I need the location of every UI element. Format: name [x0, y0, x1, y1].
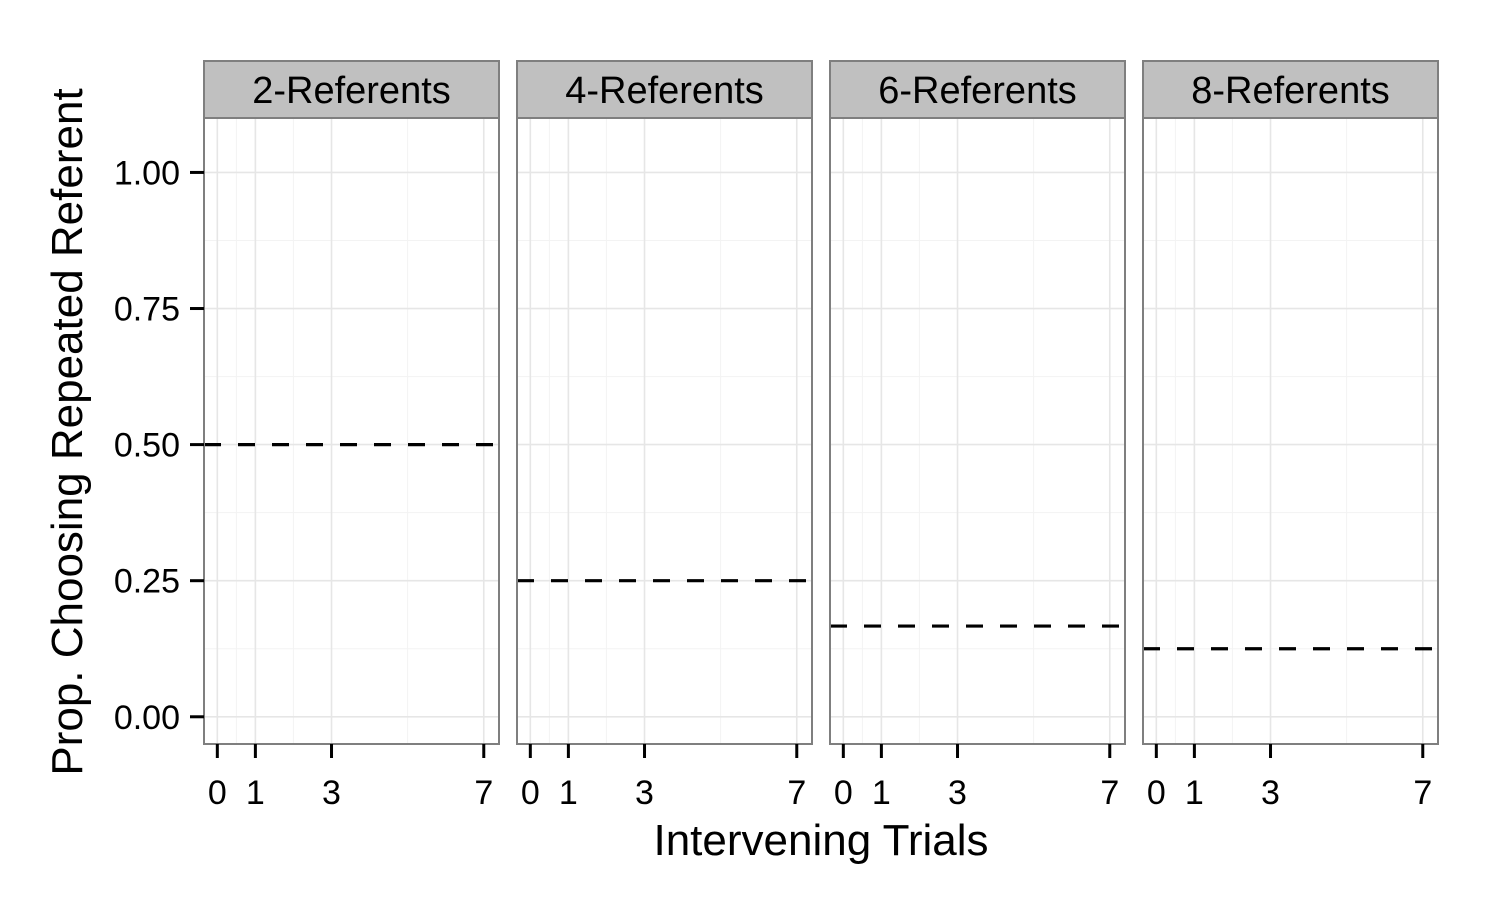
x-tick-label: 0 — [834, 774, 853, 812]
x-tick-label: 0 — [1147, 774, 1166, 812]
y-tick-label: 0.00 — [114, 699, 180, 737]
x-tick-label: 7 — [474, 774, 493, 812]
x-tick-label: 1 — [559, 774, 578, 812]
x-tick-label: 1 — [872, 774, 891, 812]
panel-background — [830, 118, 1125, 744]
panel-background — [1143, 118, 1438, 744]
panel-8-referents: 8-Referents 0 1 3 7 — [1142, 60, 1439, 812]
y-tick-label: 0.50 — [114, 427, 180, 465]
panel-4-referents: 4-Referents 0 1 3 7 — [516, 60, 813, 812]
y-tick-label: 0.25 — [114, 563, 180, 601]
y-axis-title: Prop. Choosing Repeated Referent — [43, 88, 92, 775]
strip-label: 4-Referents — [565, 70, 764, 112]
x-tick-label: 0 — [208, 774, 227, 812]
strip-background — [1142, 60, 1439, 119]
y-tick-label: 0.75 — [114, 291, 180, 329]
x-tick-label: 7 — [1413, 774, 1432, 812]
x-axis-title: Intervening Trials — [653, 816, 988, 865]
panel-background — [517, 118, 812, 744]
x-tick-label: 7 — [1100, 774, 1119, 812]
x-tick-label: 7 — [787, 774, 806, 812]
x-tick-label: 3 — [635, 774, 654, 812]
strip-background — [829, 60, 1126, 119]
panel-2-referents: 2-Referents 0 1 3 7 — [203, 60, 500, 812]
x-tick-label: 1 — [246, 774, 265, 812]
y-axis: 0.00 0.25 0.50 0.75 1.00 — [114, 154, 204, 737]
strip-label: 2-Referents — [252, 70, 451, 112]
x-tick-label: 3 — [948, 774, 967, 812]
strip-background — [516, 60, 813, 119]
x-tick-label: 3 — [322, 774, 341, 812]
x-tick-label: 1 — [1185, 774, 1204, 812]
strip-label: 6-Referents — [878, 70, 1077, 112]
panel-background — [204, 118, 499, 744]
strip-label: 8-Referents — [1191, 70, 1390, 112]
x-tick-label: 0 — [521, 774, 540, 812]
strip-background — [203, 60, 500, 119]
y-tick-label: 1.00 — [114, 154, 180, 192]
x-tick-label: 3 — [1261, 774, 1280, 812]
panel-6-referents: 6-Referents 0 1 3 7 — [829, 60, 1126, 812]
